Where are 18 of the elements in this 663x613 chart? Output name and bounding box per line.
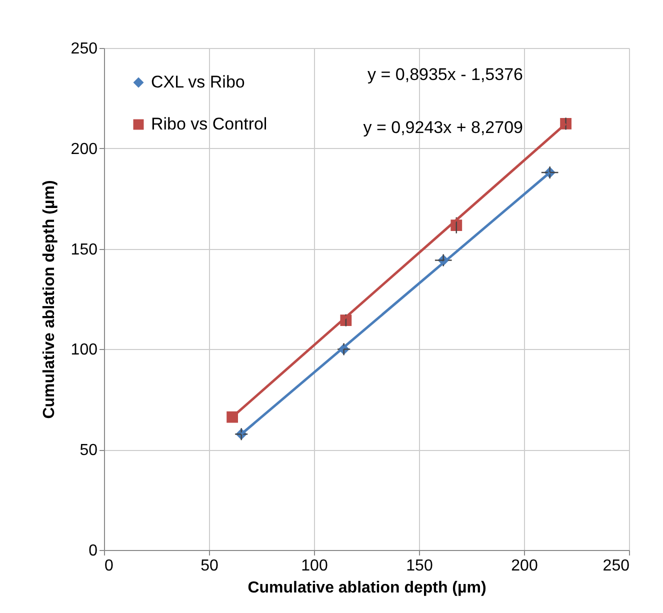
x-tick-label: 0 (104, 558, 114, 574)
annotation: y = 0,8935x - 1,5376 (368, 65, 523, 84)
y-tick-label: 0 (88, 542, 98, 560)
x-tick-label: 100 (301, 558, 328, 574)
y-tick-label: 100 (70, 342, 98, 359)
y-tick-label: 200 (70, 140, 98, 158)
x-tick-label: 250 (602, 558, 630, 574)
y-axis-title: Cumulative ablation depth (µm) (40, 180, 58, 419)
y-tick-label: 250 (70, 40, 98, 58)
y-tick-label: 150 (70, 241, 98, 258)
x-tick-label: 200 (511, 558, 538, 574)
x-tick-label: 50 (200, 558, 218, 574)
y-tick-label: 50 (80, 442, 98, 460)
annotation: y = 0,9243x + 8,2709 (363, 118, 523, 137)
x-tick-label: 150 (406, 558, 433, 574)
legend-label: Ribo vs Control (151, 114, 268, 134)
x-axis-title: Cumulative ablation depth (µm) (248, 580, 486, 596)
legend-label: CXL vs Ribo (151, 72, 245, 92)
